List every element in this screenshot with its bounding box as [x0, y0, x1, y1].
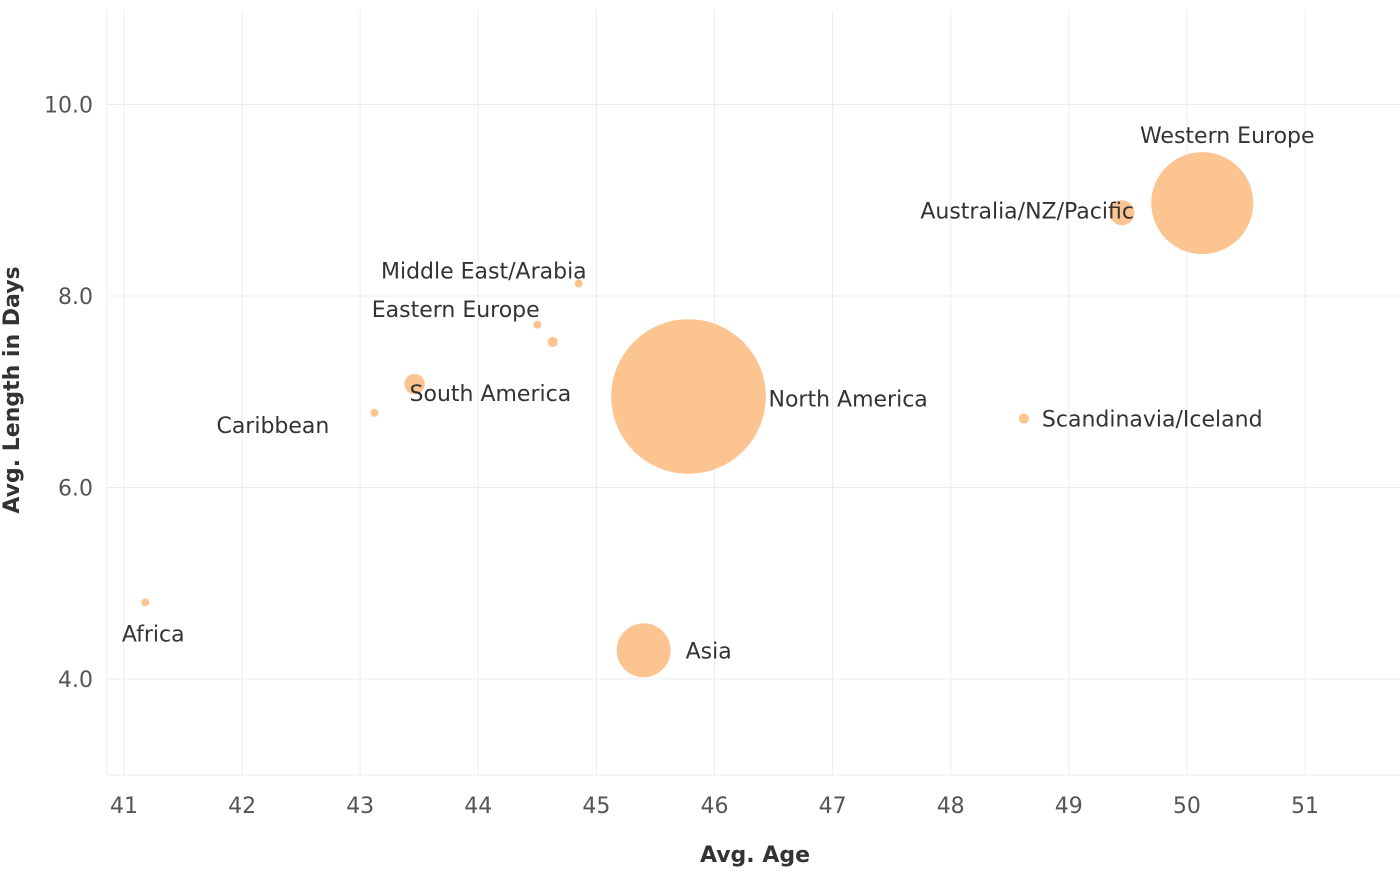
- x-tick-label: 43: [346, 794, 374, 819]
- y-tick-label: 8.0: [58, 285, 93, 310]
- x-tick-label: 45: [582, 794, 610, 819]
- point-label: Australia/NZ/Pacific: [920, 200, 1134, 225]
- x-tick-label: 50: [1173, 794, 1201, 819]
- bubble-point: [1151, 152, 1254, 255]
- bubble-point: [1018, 413, 1030, 424]
- y-tick-label: 10.0: [44, 94, 93, 119]
- bubble-layer: [141, 152, 1254, 678]
- x-tick-label: 47: [819, 794, 847, 819]
- y-tick-label: 4.0: [58, 668, 93, 693]
- x-tick-label: 51: [1291, 794, 1319, 819]
- label-layer: Western Europe Australia/NZ/Pacific Middle…: [122, 124, 1315, 664]
- x-axis-title: Avg. Age: [700, 843, 810, 868]
- point-label: North America: [769, 388, 928, 413]
- bubble-point: [1109, 200, 1135, 226]
- x-tick-label: 49: [1055, 794, 1083, 819]
- bubble-point: [574, 279, 583, 288]
- x-tick-label: 46: [701, 794, 729, 819]
- tick-layer: 4142434445464748495051524.06.08.010.0: [44, 94, 1319, 820]
- point-label: South America: [410, 382, 572, 407]
- point-label: Western Europe: [1140, 124, 1315, 149]
- bubble-point: [533, 320, 542, 329]
- y-axis-title: Avg. Length in Days: [0, 266, 25, 513]
- point-label: Scandinavia/Iceland: [1042, 408, 1263, 433]
- bubble-point: [141, 598, 150, 607]
- x-tick-label: 41: [110, 794, 138, 819]
- bubble-point: [616, 623, 671, 678]
- bubble-point: [404, 373, 425, 395]
- bubble-point: [547, 336, 558, 348]
- point-label: Asia: [686, 639, 732, 664]
- bubble-point: [370, 408, 379, 417]
- point-label: Africa: [122, 622, 185, 647]
- x-tick-label: 48: [937, 794, 965, 819]
- x-tick-label: 44: [464, 794, 492, 819]
- y-tick-label: 6.0: [58, 477, 93, 502]
- x-tick-label: 42: [228, 794, 256, 819]
- point-label: Middle East/Arabia: [381, 260, 587, 285]
- bubble-point: [611, 319, 766, 474]
- point-label: Caribbean: [216, 414, 329, 439]
- point-label: Eastern Europe: [372, 298, 540, 323]
